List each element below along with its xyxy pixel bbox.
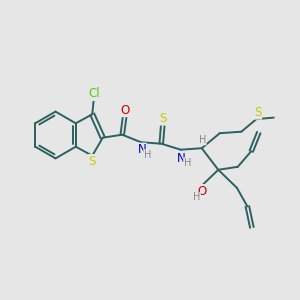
- Text: N: N: [137, 143, 146, 156]
- Text: H: H: [184, 158, 191, 168]
- Text: O: O: [198, 184, 207, 198]
- Text: N: N: [177, 152, 186, 165]
- Text: S: S: [254, 106, 262, 119]
- Text: H: H: [199, 135, 206, 145]
- Text: O: O: [121, 103, 130, 117]
- Text: Cl: Cl: [88, 87, 100, 101]
- Text: S: S: [160, 112, 167, 125]
- Text: H: H: [144, 150, 151, 160]
- Text: H: H: [193, 192, 200, 203]
- Text: S: S: [88, 154, 96, 168]
